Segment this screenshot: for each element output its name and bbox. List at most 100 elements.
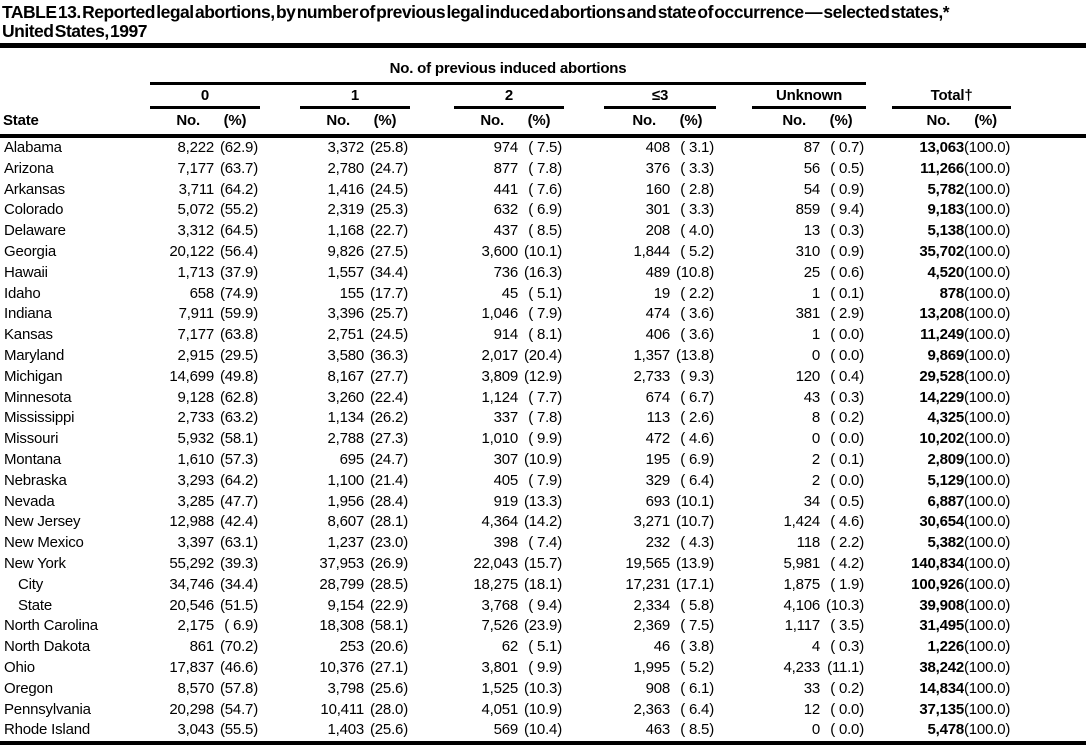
- percent-cell: ( 0.0): [830, 326, 864, 344]
- percent-cell: (18.1): [524, 575, 562, 593]
- count-cell: 7,526: [481, 617, 518, 635]
- count-cell: 658: [189, 284, 214, 302]
- count-cell: 5,382: [927, 534, 964, 552]
- count-cell: 1,713: [177, 263, 214, 281]
- count-cell: 62: [501, 638, 518, 656]
- count-cell: 1,875: [783, 575, 820, 593]
- count-cell: 2,017: [481, 346, 518, 364]
- spacer-cell: [260, 242, 300, 263]
- count-cell: 2,175: [177, 617, 214, 635]
- percent-cell: (100.0): [964, 492, 1011, 510]
- spacer-cell: [866, 221, 892, 242]
- count-cell: 3,580: [327, 346, 364, 364]
- spacer-cell: [716, 554, 752, 575]
- count-cell: 3,293: [177, 471, 214, 489]
- count-cell: 861: [189, 638, 214, 656]
- count-cell: 10,202: [919, 430, 964, 448]
- count-cell: 0: [811, 346, 820, 364]
- percent-cell: (64.2): [220, 180, 258, 198]
- no-subheader: No.: [782, 112, 806, 129]
- spacer-cell: [866, 720, 892, 741]
- state-cell: Idaho: [4, 284, 41, 302]
- percent-cell: ( 0.5): [830, 492, 864, 510]
- spacer-cell: [260, 700, 300, 721]
- percent-cell: (26.9): [370, 554, 408, 572]
- percent-cell: (10.7): [676, 513, 714, 531]
- table-row: New York 55,292 (39.3) 37,953 (26.9) 22,043 (1…: [0, 554, 1011, 575]
- percent-cell: ( 4.3): [680, 534, 714, 552]
- table-title-line1: TABLE 13. Reported legal abortions, by n…: [2, 2, 950, 22]
- percent-cell: (10.1): [676, 492, 714, 510]
- table-row: State 20,546 (51.5) 9,154 (22.9) 3,768 ( 9.4) 2…: [0, 596, 1011, 617]
- spacer-cell: [260, 450, 300, 471]
- percent-cell: ( 4.6): [830, 513, 864, 531]
- percent-cell: ( 7.4): [528, 534, 562, 552]
- percent-cell: (63.1): [220, 534, 258, 552]
- percent-cell: (100.0): [964, 679, 1011, 697]
- count-cell: 4,364: [481, 513, 518, 531]
- spacer-cell: [716, 533, 752, 554]
- count-cell: 37,953: [319, 554, 364, 572]
- percent-cell: ( 3.1): [680, 139, 714, 156]
- percent-cell: ( 7.9): [528, 471, 562, 489]
- percent-cell: (42.4): [220, 513, 258, 531]
- spacer-cell: [260, 554, 300, 575]
- percent-cell: (100.0): [964, 263, 1011, 281]
- spacer-cell: [866, 471, 892, 492]
- count-cell: 693: [645, 492, 670, 510]
- count-cell: 4: [811, 638, 820, 656]
- spacer-cell: [716, 658, 752, 679]
- count-cell: 120: [795, 367, 820, 385]
- spacer-cell: [564, 346, 604, 367]
- percent-cell: (36.3): [370, 346, 408, 364]
- spacer-cell: [716, 408, 752, 429]
- percent-cell: (15.7): [524, 554, 562, 572]
- spacer-cell: [866, 180, 892, 201]
- state-cell: Rhode Island: [4, 721, 90, 739]
- count-cell: 18,308: [319, 617, 364, 635]
- percent-cell: (63.8): [220, 326, 258, 344]
- title-rule: [0, 43, 1086, 48]
- count-cell: 1,525: [481, 679, 518, 697]
- count-cell: 11,266: [920, 159, 964, 177]
- percent-cell: (100.0): [964, 534, 1011, 552]
- percent-cell: (54.7): [220, 700, 258, 718]
- spacer-cell: [410, 554, 454, 575]
- spacer-cell: [260, 221, 300, 242]
- spacer-cell: [564, 325, 604, 346]
- count-cell: 3,711: [178, 180, 214, 198]
- state-column-header: State: [3, 112, 39, 129]
- count-cell: 674: [645, 388, 670, 406]
- percent-cell: (100.0): [964, 430, 1011, 448]
- spacer-cell: [410, 108, 454, 135]
- percent-cell: (13.9): [676, 554, 714, 572]
- count-cell: 878: [939, 284, 964, 302]
- spacer-cell: [866, 658, 892, 679]
- percent-cell: (59.9): [220, 305, 258, 323]
- count-cell: 3,285: [177, 492, 214, 510]
- count-cell: 2,334: [633, 596, 670, 614]
- percent-cell: ( 5.8): [680, 596, 714, 614]
- percent-cell: (14.2): [524, 513, 562, 531]
- percent-cell: (100.0): [964, 201, 1011, 219]
- percent-cell: ( 6.4): [680, 700, 714, 718]
- state-cell: Arkansas: [4, 180, 65, 198]
- spacer-cell: [260, 325, 300, 346]
- percent-cell: (11.1): [827, 658, 864, 676]
- percent-cell: ( 0.3): [830, 638, 864, 656]
- spacer-cell: [716, 159, 752, 180]
- abortions-table: Alabama 8,222 (62.9) 3,372 (25.8) 974( 7.5) 40…: [0, 138, 1011, 741]
- percent-cell: ( 7.8): [528, 409, 562, 427]
- percent-cell: ( 2.2): [830, 534, 864, 552]
- percent-cell: (13.3): [524, 492, 562, 510]
- spacer-cell: [716, 471, 752, 492]
- table-row: Ohio 17,837 (46.6) 10,376 (27.1) 3,801 ( 9.9) 1…: [0, 658, 1011, 679]
- table-row: Arizona 7,177 (63.7) 2,780 (24.7) 877 ( 7.8) 37…: [0, 159, 1011, 180]
- state-cell: Nebraska: [4, 471, 67, 489]
- count-cell: 2,733: [177, 409, 214, 427]
- table-row: New Jersey 12,988 (42.4) 8,607 (28.1) 4,364 (1…: [0, 512, 1011, 533]
- spacer-cell: [260, 512, 300, 533]
- spacer-cell: [716, 263, 752, 284]
- spacer-cell: [260, 596, 300, 617]
- spacer-cell: [716, 700, 752, 721]
